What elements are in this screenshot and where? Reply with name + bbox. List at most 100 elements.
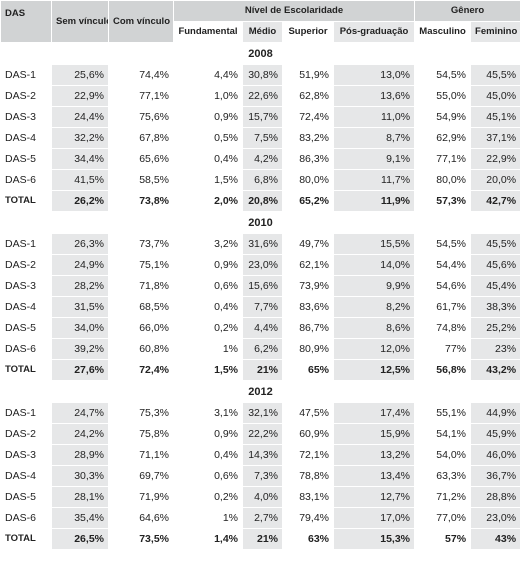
cell-superior: 80,9% (282, 338, 334, 360)
cell-com-vinculo: 75,1% (108, 254, 174, 276)
year-label: 2010 (0, 211, 520, 234)
cell-com-vinculo: 64,6% (108, 507, 174, 529)
cell-superior: 72,1% (282, 444, 334, 466)
year-label: 2008 (0, 42, 520, 65)
cell-fundamental: 1% (173, 507, 243, 529)
cell-masculino: 74,8% (414, 317, 472, 339)
cell-com-vinculo: 71,1% (108, 444, 174, 466)
cell-feminino: 45,9% (470, 423, 520, 445)
cell-feminino: 43,2% (470, 359, 520, 382)
cell-fundamental: 0,4% (173, 444, 243, 466)
cell-sem-vinculo: 26,2% (51, 190, 109, 213)
cell-superior: 65% (282, 359, 334, 382)
cell-feminino: 45,1% (470, 106, 520, 128)
cell-fundamental: 1% (173, 338, 243, 360)
table-row: DAS-1 26,3% 73,7% 3,2% 31,6% 49,7% 15,5% 54,5% 4… (0, 233, 520, 255)
cell-das: DAS-2 (0, 85, 52, 107)
cell-superior: 79,4% (282, 507, 334, 529)
header-genero: Gênero (414, 0, 520, 22)
cell-superior: 83,1% (282, 486, 334, 508)
cell-das: DAS-2 (0, 423, 52, 445)
cell-masculino: 57% (414, 528, 472, 551)
cell-superior: 73,9% (282, 275, 334, 297)
cell-sem-vinculo: 35,4% (51, 507, 109, 529)
cell-pos-graduacao: 9,1% (332, 148, 416, 170)
cell-sem-vinculo: 32,2% (51, 127, 109, 149)
cell-superior: 86,3% (282, 148, 334, 170)
cell-das: DAS-5 (0, 317, 52, 339)
cell-com-vinculo: 65,6% (108, 148, 174, 170)
cell-fundamental: 0,2% (173, 317, 243, 339)
cell-superior: 62,1% (282, 254, 334, 276)
table-row: DAS-4 32,2% 67,8% 0,5% 7,5% 83,2% 8,7% 62,9% 37,… (0, 127, 520, 149)
cell-feminino: 46,0% (470, 444, 520, 466)
cell-masculino: 55,0% (414, 85, 472, 107)
table-row: DAS-3 24,4% 75,6% 0,9% 15,7% 72,4% 11,0% 54,9% 4… (0, 106, 520, 128)
cell-feminino: 45,4% (470, 275, 520, 297)
cell-fundamental: 0,9% (173, 106, 243, 128)
cell-medio: 22,6% (242, 85, 283, 107)
cell-sem-vinculo: 28,1% (51, 486, 109, 508)
cell-pos-graduacao: 13,2% (332, 444, 416, 466)
cell-fundamental: 0,5% (173, 127, 243, 149)
header-pos-graduacao: Pós-graduação (332, 21, 416, 44)
cell-medio: 14,3% (242, 444, 283, 466)
cell-medio: 31,6% (242, 233, 283, 255)
cell-superior: 83,6% (282, 296, 334, 318)
cell-medio: 6,8% (242, 169, 283, 191)
header-fundamental: Fundamental (173, 21, 243, 44)
cell-superior: 51,9% (282, 64, 334, 86)
header-superior: Superior (282, 21, 334, 44)
cell-das: DAS-4 (0, 127, 52, 149)
cell-masculino: 77% (414, 338, 472, 360)
cell-masculino: 57,3% (414, 190, 472, 213)
header-nivel-escolaridade: Nível de Escolaridade (172, 0, 416, 22)
cell-fundamental: 0,6% (173, 275, 243, 297)
cell-feminino: 20,0% (470, 169, 520, 191)
cell-fundamental: 1,5% (173, 169, 243, 191)
cell-masculino: 62,9% (414, 127, 472, 149)
cell-feminino: 23% (470, 338, 520, 360)
table-row: DAS-2 24,9% 75,1% 0,9% 23,0% 62,1% 14,0% 54,4% 4… (0, 254, 520, 276)
cell-com-vinculo: 72,4% (108, 359, 174, 382)
cell-masculino: 71,2% (414, 486, 472, 508)
cell-feminino: 45,6% (470, 254, 520, 276)
header-masculino: Masculino (414, 21, 472, 44)
year-label: 2012 (0, 380, 520, 403)
cell-sem-vinculo: 25,6% (51, 64, 109, 86)
cell-sem-vinculo: 30,3% (51, 465, 109, 487)
cell-das: DAS-5 (0, 148, 52, 170)
cell-sem-vinculo: 22,9% (51, 85, 109, 107)
cell-das: DAS-4 (0, 296, 52, 318)
table-row: DAS-5 34,0% 66,0% 0,2% 4,4% 86,7% 8,6% 74,8% 25,… (0, 317, 520, 339)
cell-medio: 7,3% (242, 465, 283, 487)
cell-superior: 60,9% (282, 423, 334, 445)
cell-com-vinculo: 66,0% (108, 317, 174, 339)
cell-com-vinculo: 73,7% (108, 233, 174, 255)
cell-com-vinculo: 71,9% (108, 486, 174, 508)
cell-feminino: 45,5% (470, 233, 520, 255)
cell-masculino: 55,1% (414, 402, 472, 424)
cell-medio: 20,8% (242, 190, 283, 213)
year-row: 2008 (0, 42, 520, 65)
cell-pos-graduacao: 8,6% (332, 317, 416, 339)
cell-das: DAS-3 (0, 444, 52, 466)
cell-medio: 7,7% (242, 296, 283, 318)
cell-fundamental: 0,6% (173, 465, 243, 487)
cell-fundamental: 0,9% (173, 423, 243, 445)
cell-das: DAS-2 (0, 254, 52, 276)
cell-fundamental: 3,1% (173, 402, 243, 424)
cell-sem-vinculo: 26,3% (51, 233, 109, 255)
cell-pos-graduacao: 13,4% (332, 465, 416, 487)
cell-pos-graduacao: 17,0% (332, 507, 416, 529)
cell-com-vinculo: 74,4% (108, 64, 174, 86)
cell-das: DAS-6 (0, 507, 52, 529)
year-row: 2010 (0, 211, 520, 234)
cell-pos-graduacao: 17,4% (332, 402, 416, 424)
cell-com-vinculo: 68,5% (108, 296, 174, 318)
table-row: DAS-3 28,9% 71,1% 0,4% 14,3% 72,1% 13,2% 54,0% 4… (0, 444, 520, 466)
cell-superior: 78,8% (282, 465, 334, 487)
cell-fundamental: 1,0% (173, 85, 243, 107)
header-feminino: Feminino (470, 21, 520, 44)
cell-das: DAS-6 (0, 338, 52, 360)
